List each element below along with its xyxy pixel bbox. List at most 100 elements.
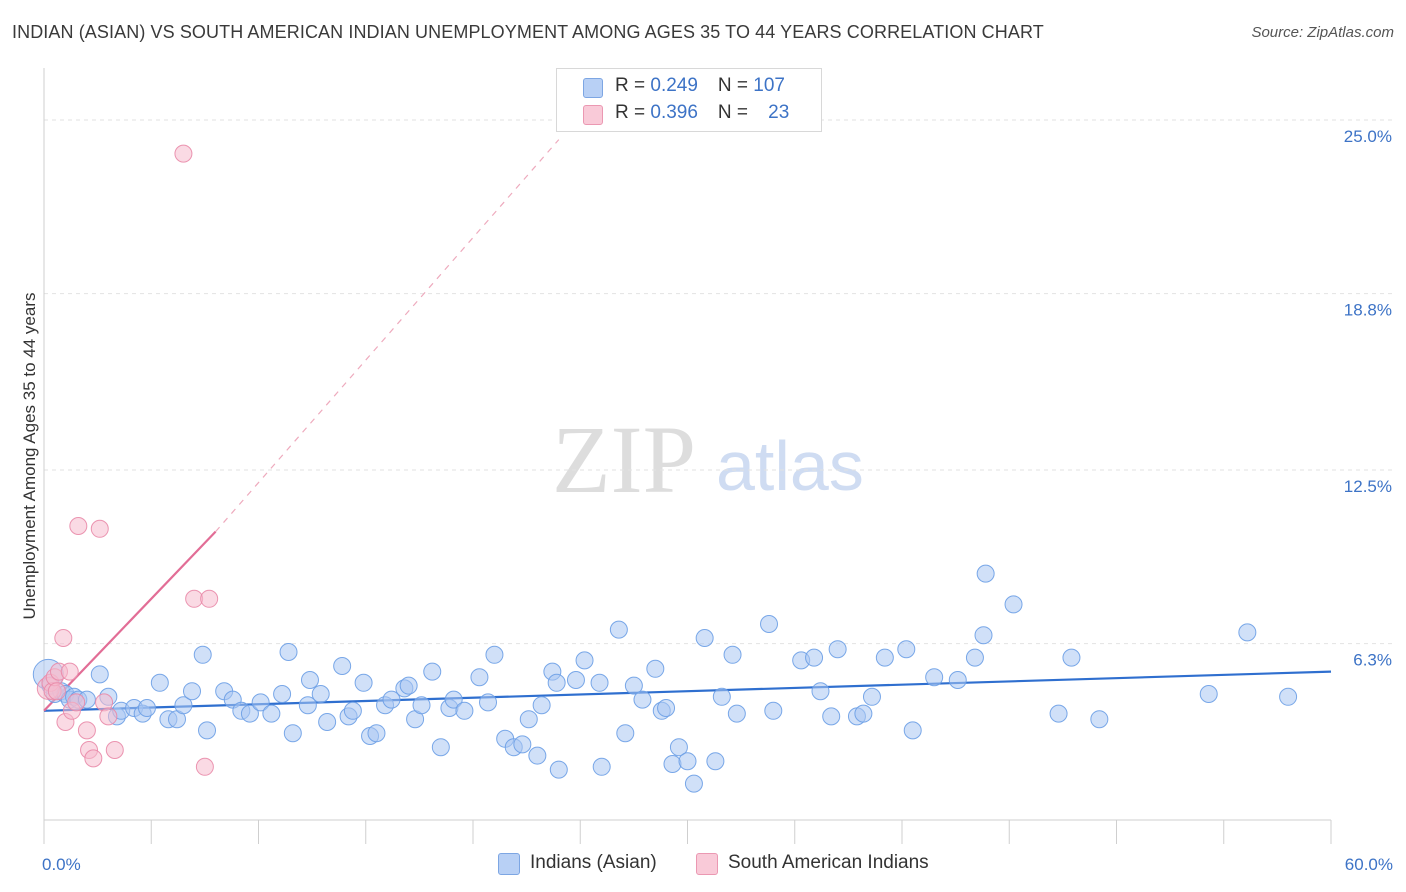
point-indians-asian [828, 640, 847, 659]
point-indians-asian [669, 738, 688, 757]
point-south-american-indians [69, 517, 88, 535]
point-indians-asian [616, 724, 635, 743]
point-indians-asian [513, 735, 532, 754]
source-label: Source: ZipAtlas.com [1251, 24, 1394, 41]
point-south-american-indians [200, 589, 219, 608]
point-indians-asian [444, 690, 463, 709]
point-indians-asian [311, 685, 330, 703]
x-tick-label: 0.0% [42, 855, 81, 874]
x-tick-label: 60.0% [1345, 855, 1393, 874]
point-indians-asian [657, 699, 676, 717]
point-indians-asian [624, 676, 643, 695]
point-indians-asian [1238, 623, 1257, 642]
point-indians-asian [592, 757, 611, 776]
tick-labels: 6.3% 12.5% 18.8% 25.0% 0.0% 60.0% [42, 127, 1393, 874]
point-indians-asian [862, 687, 881, 706]
point-indians-asian [706, 752, 725, 771]
trend-line-extension [215, 139, 560, 532]
watermark-atlas: atlas [716, 427, 864, 505]
point-indians-asian [528, 746, 547, 765]
point-indians-asian [678, 752, 697, 771]
point-indians-asian [663, 755, 682, 773]
legend-swatch-pink [696, 853, 718, 875]
axes [43, 68, 1332, 844]
bottom-legend-label: Indians (Asian) [530, 852, 657, 873]
point-indians-asian [423, 662, 442, 681]
point-south-american-indians [90, 519, 109, 538]
point-indians-asian [183, 682, 202, 701]
legend-text: R = 0.249 N = 107 [615, 75, 785, 97]
point-indians-asian [354, 673, 373, 692]
legend-swatch-blue [583, 78, 603, 98]
point-indians-asian [974, 626, 993, 645]
legend-swatch-pink [583, 105, 603, 125]
point-indians-asian [367, 724, 386, 743]
point-indians-asian [470, 668, 489, 687]
point-indians-asian [822, 707, 841, 726]
trend-line-south-american-indians [43, 530, 217, 712]
point-indians-asian [382, 690, 401, 709]
point-indians-asian [1090, 710, 1109, 729]
chart-title: INDIAN (ASIAN) VS SOUTH AMERICAN INDIAN … [12, 22, 1044, 42]
point-indians-asian [532, 696, 551, 715]
point-indians-asian [760, 615, 779, 633]
point-indians-asian [198, 721, 217, 740]
point-indians-asian [279, 643, 298, 661]
r-value: 0.249 [650, 75, 698, 96]
point-indians-asian [976, 564, 995, 583]
point-indians-asian [903, 721, 922, 740]
point-indians-asian [854, 704, 873, 723]
point-indians-asian [925, 668, 944, 687]
point-indians-asian [897, 640, 916, 659]
legend-swatch-blue [498, 853, 520, 875]
y-axis-title: Unemployment Among Ages 35 to 44 years [20, 292, 39, 620]
point-indians-asian [431, 738, 450, 757]
point-indians-asian [273, 685, 292, 703]
point-indians-asian [137, 699, 156, 717]
point-indians-asian [333, 657, 352, 675]
point-indians-asian [519, 710, 538, 729]
point-indians-asian [283, 724, 302, 743]
point-indians-asian [727, 704, 746, 723]
watermark: ZIP atlas [552, 406, 864, 513]
point-indians-asian [764, 701, 783, 720]
r-label: R = [615, 102, 651, 123]
data-points [32, 144, 1298, 793]
y-tick-label: 12.5% [1344, 477, 1392, 496]
point-indians-asian [343, 701, 362, 720]
point-indians-asian [811, 682, 830, 701]
point-indians-asian [723, 645, 742, 664]
point-indians-asian [547, 673, 566, 692]
n-label: N = [717, 102, 754, 123]
y-tick-label: 6.3% [1353, 651, 1392, 670]
r-value: 0.396 [650, 102, 698, 123]
point-indians-asian [633, 690, 652, 709]
point-indians-asian [805, 648, 824, 667]
point-south-american-indians [47, 682, 66, 701]
point-south-american-indians [67, 693, 86, 712]
point-indians-asian [90, 665, 109, 684]
point-indians-asian [1279, 687, 1298, 706]
point-indians-asian [1062, 648, 1081, 667]
point-indians-asian [193, 645, 212, 664]
n-label: N = [717, 75, 754, 96]
point-indians-asian [566, 671, 585, 689]
point-indians-asian [240, 704, 259, 723]
point-indians-asian [300, 671, 319, 689]
point-indians-asian [965, 648, 984, 667]
point-indians-asian [1049, 704, 1068, 723]
point-south-american-indians [99, 707, 118, 726]
point-indians-asian [948, 671, 967, 689]
legend-text: R = 0.396 N = 23 [615, 102, 789, 124]
point-indians-asian [479, 693, 498, 712]
stats-legend: R = 0.249 N = 107 R = 0.396 N = 23 [556, 68, 822, 132]
n-value: 107 [753, 75, 785, 96]
point-indians-asian [412, 696, 431, 715]
point-indians-asian [1199, 685, 1218, 703]
point-south-american-indians [195, 757, 214, 776]
bottom-legend-label: South American Indians [728, 852, 929, 873]
point-south-american-indians [105, 741, 124, 759]
point-indians-asian [549, 760, 568, 779]
point-indians-asian [455, 701, 474, 720]
